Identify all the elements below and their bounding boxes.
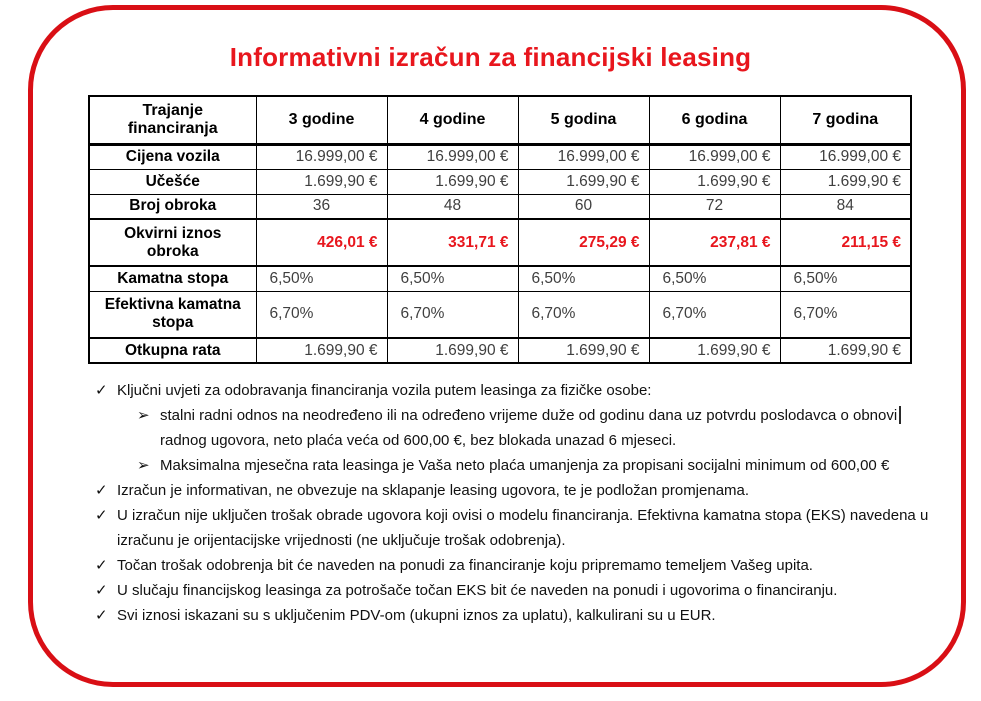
table-row-installment-count: Broj obroka 36 48 60 72 84 — [88, 193, 912, 220]
table-header-row: Trajanje financiranja 3 godine 4 godine … — [88, 95, 912, 145]
table-cell: 6,70% — [386, 290, 519, 339]
note-text: U slučaju financijskog leasinga za potro… — [117, 582, 838, 599]
note-item: ✓ U slučaju financijskog leasinga za pot… — [95, 578, 940, 603]
row-label: Kamatna stopa — [88, 265, 257, 292]
header-cell-3y: 3 godine — [255, 95, 388, 145]
conditions-notes: ✓ Ključni uvjeti za odobravanja financir… — [95, 378, 940, 628]
header-cell-5y: 5 godina — [517, 95, 650, 145]
table-cell: 211,15 € — [779, 218, 912, 267]
table-cell: 6,70% — [517, 290, 650, 339]
table-cell: 84 — [779, 193, 912, 220]
header-cell-6y: 6 godina — [648, 95, 781, 145]
note-text: Izračun je informativan, ne obvezuje na … — [117, 482, 750, 499]
table-row-installment-amount: Okvirni iznos obroka 426,01 € 331,71 € 2… — [88, 218, 912, 267]
row-label: Cijena vozila — [88, 143, 257, 170]
table-cell: 1.699,90 € — [779, 337, 912, 364]
row-label: Otkupna rata — [88, 337, 257, 364]
checkmark-icon: ✓ — [95, 607, 108, 624]
table-cell: 6,50% — [517, 265, 650, 292]
table-cell: 331,71 € — [386, 218, 519, 267]
table-cell: 16.999,00 € — [648, 143, 781, 170]
table-cell: 6,70% — [255, 290, 388, 339]
table-cell: 426,01 € — [255, 218, 388, 267]
table-cell: 1.699,90 € — [386, 168, 519, 195]
arrow-bullet-icon: ➢ — [137, 457, 150, 474]
note-text: Ključni uvjeti za odobravanja financiran… — [117, 382, 652, 399]
note-text-line1: stalni radni odnos na neodređeno ili na … — [160, 407, 898, 424]
leasing-table: Trajanje financiranja 3 godine 4 godine … — [88, 95, 912, 364]
table-cell: 16.999,00 € — [255, 143, 388, 170]
table-cell: 6,70% — [648, 290, 781, 339]
table-cell: 16.999,00 € — [779, 143, 912, 170]
table-row-vehicle-price: Cijena vozila 16.999,00 € 16.999,00 € 16… — [88, 143, 912, 170]
row-label: Okvirni iznos obroka — [88, 218, 257, 267]
table-row-effective-rate: Efektivna kamatna stopa 6,70% 6,70% 6,70… — [88, 290, 912, 339]
page-title: Informativni izračun za financijski leas… — [229, 42, 752, 72]
table-cell: 1.699,90 € — [255, 168, 388, 195]
table-cell: 1.699,90 € — [648, 168, 781, 195]
checkmark-icon: ✓ — [95, 582, 108, 599]
header-cell-duration: Trajanje financiranja — [88, 95, 257, 145]
row-label: Efektivna kamatna stopa — [88, 290, 257, 339]
text-cursor — [899, 406, 901, 424]
note-item: ✓ U izračun nije uključen trošak obrade … — [95, 503, 940, 553]
note-subitem: ➢ stalni radni odnos na neodređeno ili n… — [137, 403, 940, 453]
header-cell-4y: 4 godine — [386, 95, 519, 145]
note-text: Maksimalna mjesečna rata leasinga je Vaš… — [160, 457, 890, 474]
table-cell: 1.699,90 € — [779, 168, 912, 195]
table-row-interest-rate: Kamatna stopa 6,50% 6,50% 6,50% 6,50% 6,… — [88, 265, 912, 292]
note-item: ✓ Svi iznosi iskazani su s uključenim PD… — [95, 603, 940, 628]
table-cell: 6,50% — [255, 265, 388, 292]
table-cell: 1.699,90 € — [386, 337, 519, 364]
arrow-bullet-icon: ➢ — [137, 407, 150, 424]
table-cell: 1.699,90 € — [648, 337, 781, 364]
note-text: U izračun nije uključen trošak obrade ug… — [117, 507, 929, 549]
table-cell: 1.699,90 € — [517, 337, 650, 364]
table-cell: 275,29 € — [517, 218, 650, 267]
note-text: stalni radni odnos na neodređeno ili na … — [160, 403, 940, 453]
table-row-down-payment: Učešće 1.699,90 € 1.699,90 € 1.699,90 € … — [88, 168, 912, 195]
checkmark-icon: ✓ — [95, 557, 108, 574]
table-cell: 36 — [255, 193, 388, 220]
note-item: ✓ Točan trošak odobrenja bit će naveden … — [95, 553, 940, 578]
table-cell: 48 — [386, 193, 519, 220]
note-text-line2: radnog ugovora, neto plaća veća od 600,0… — [160, 432, 677, 449]
table-cell: 16.999,00 € — [517, 143, 650, 170]
checkmark-icon: ✓ — [95, 507, 108, 524]
table-cell: 1.699,90 € — [517, 168, 650, 195]
checkmark-icon: ✓ — [95, 482, 108, 499]
table-cell: 6,50% — [386, 265, 519, 292]
table-cell: 72 — [648, 193, 781, 220]
table-cell: 237,81 € — [648, 218, 781, 267]
row-label: Broj obroka — [88, 193, 257, 220]
row-label: Učešće — [88, 168, 257, 195]
header-cell-7y: 7 godina — [779, 95, 912, 145]
checkmark-icon: ✓ — [95, 382, 108, 399]
table-cell: 16.999,00 € — [386, 143, 519, 170]
table-cell: 1.699,90 € — [255, 337, 388, 364]
note-text: Svi iznosi iskazani su s uključenim PDV-… — [117, 607, 716, 624]
note-item: ✓ Ključni uvjeti za odobravanja financir… — [95, 378, 940, 403]
table-cell: 60 — [517, 193, 650, 220]
note-subitem: ➢ Maksimalna mjesečna rata leasinga je V… — [137, 453, 940, 478]
table-cell: 6,50% — [648, 265, 781, 292]
note-item: ✓ Izračun je informativan, ne obvezuje n… — [95, 478, 940, 503]
table-cell: 6,50% — [779, 265, 912, 292]
rounded-border-frame — [28, 5, 966, 687]
note-text: Točan trošak odobrenja bit će naveden na… — [117, 557, 813, 574]
table-cell: 6,70% — [779, 290, 912, 339]
table-row-buyout-installment: Otkupna rata 1.699,90 € 1.699,90 € 1.699… — [88, 337, 912, 364]
